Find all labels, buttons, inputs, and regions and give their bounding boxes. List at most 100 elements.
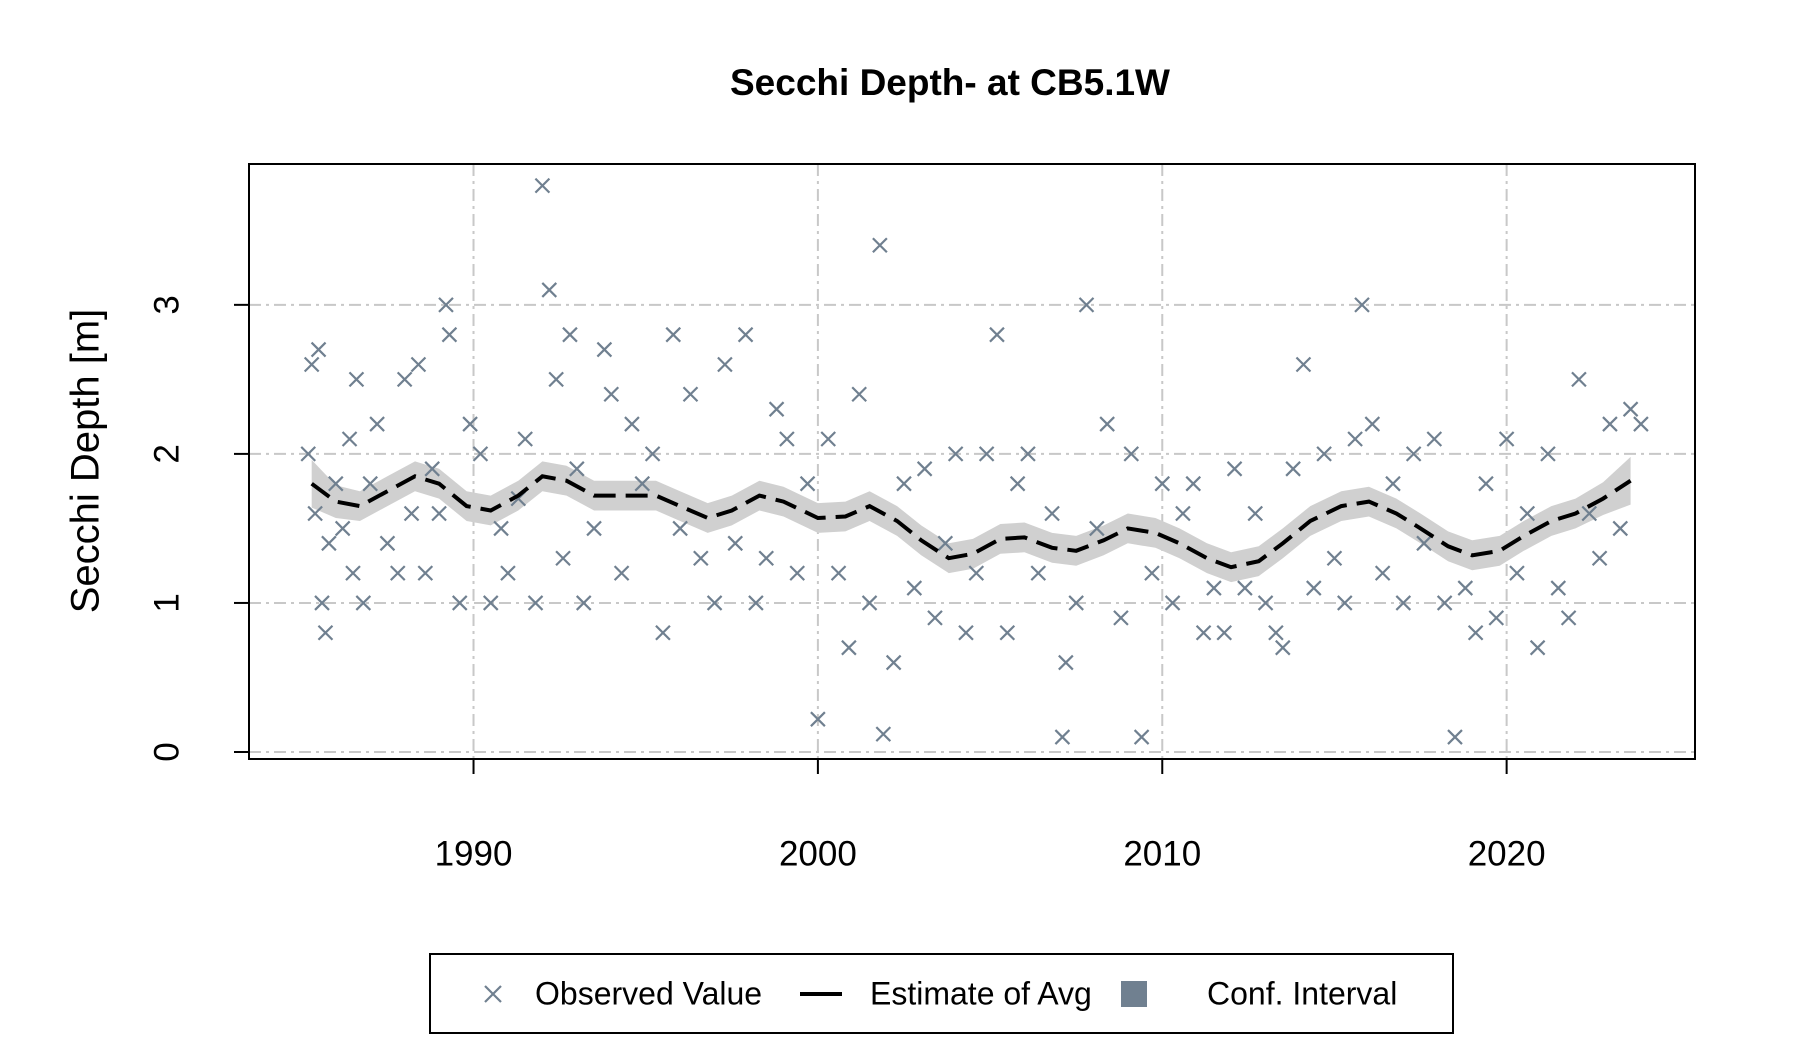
observed-point	[1426, 431, 1443, 447]
observed-point	[644, 446, 661, 462]
x-tick-label: 2020	[1468, 834, 1546, 873]
observed-point	[586, 520, 602, 537]
observed-point	[841, 639, 857, 656]
observed-point	[613, 565, 630, 581]
observed-point	[472, 446, 489, 462]
observed-point	[1633, 416, 1649, 432]
observed-point	[1316, 446, 1332, 462]
observed-point	[1078, 297, 1095, 313]
observed-point	[334, 520, 351, 537]
observed-point	[947, 446, 964, 462]
confidence-band	[311, 456, 1631, 583]
observed-point	[1529, 639, 1546, 656]
legend-label: Estimate of Avg	[870, 975, 1092, 1011]
x-tick-label: 1990	[435, 834, 513, 873]
observed-point	[431, 505, 447, 522]
observed-point	[314, 595, 330, 611]
observed-point	[341, 431, 358, 447]
observed-point	[693, 550, 709, 567]
observed-point	[851, 386, 867, 403]
observed-point	[300, 446, 317, 462]
observed-point	[1099, 416, 1115, 432]
observed-point	[665, 326, 682, 343]
observed-point	[345, 565, 361, 581]
observed-point	[1054, 729, 1071, 745]
observed-point	[682, 386, 699, 403]
observed-point	[462, 416, 478, 432]
observed-point	[875, 726, 892, 742]
observed-point	[1467, 624, 1484, 641]
observed-point	[1478, 475, 1494, 492]
observed-point	[417, 565, 434, 581]
observed-point	[1275, 639, 1291, 656]
observed-point	[1123, 446, 1140, 462]
observed-point	[603, 386, 620, 403]
observed-point	[624, 416, 640, 432]
observed-point	[758, 550, 775, 567]
observed-point	[1068, 595, 1084, 611]
observed-point	[978, 446, 995, 462]
observed-point	[1247, 505, 1264, 522]
observed-point	[307, 505, 323, 522]
observed-point	[310, 341, 327, 358]
observed-point	[1144, 565, 1160, 581]
observed-point	[396, 371, 413, 388]
observed-point	[727, 535, 744, 552]
observed-point	[482, 595, 499, 611]
observed-point	[1009, 475, 1026, 492]
observed-point	[872, 237, 888, 254]
observed-point	[389, 565, 406, 581]
observed-point	[896, 475, 912, 492]
observed-point	[1416, 535, 1432, 552]
legend-swatch	[484, 985, 502, 1003]
observed-point	[1295, 356, 1312, 373]
observed-point	[1602, 416, 1618, 432]
observed-point	[328, 475, 344, 492]
observed-point	[424, 461, 440, 477]
observed-point	[1347, 431, 1363, 447]
observed-point	[527, 595, 544, 611]
x-tick-label: 2010	[1123, 834, 1201, 873]
observed-point	[1306, 580, 1322, 596]
observed-point	[1612, 520, 1629, 537]
observed-point	[493, 520, 509, 537]
observed-point	[379, 535, 396, 552]
observed-point	[548, 371, 564, 388]
observed-point	[927, 610, 943, 626]
observed-point	[317, 624, 334, 641]
observed-point	[655, 624, 671, 641]
observed-point	[1385, 475, 1401, 492]
observed-point	[1285, 461, 1301, 477]
observed-point	[1395, 595, 1412, 611]
observed-point	[1581, 505, 1598, 522]
observed-point	[569, 461, 585, 477]
observed-point	[1560, 610, 1577, 626]
observed-point	[1133, 729, 1150, 745]
observed-point	[1622, 401, 1639, 417]
observed-point	[737, 326, 754, 343]
observed-point	[1591, 550, 1608, 567]
observed-point	[1405, 446, 1422, 462]
y-axis-label: Secchi Depth [m]	[64, 309, 108, 614]
observed-point	[968, 565, 985, 581]
plot-frame	[248, 163, 1696, 760]
legend: Observed Value Estimate of Avg Conf. Inter…	[484, 975, 1397, 1011]
observed-point	[1089, 520, 1105, 537]
observed-point	[362, 475, 378, 492]
observed-point	[937, 535, 954, 552]
observed-point	[1020, 446, 1036, 462]
observed-point	[789, 565, 806, 581]
observed-point	[1206, 580, 1222, 596]
observed-point	[706, 595, 723, 611]
observed-point	[768, 401, 785, 417]
observed-point	[562, 326, 578, 343]
observed-point	[810, 711, 826, 727]
legend-label: Observed Value	[535, 975, 762, 1011]
observed-point	[672, 520, 688, 537]
observed-point	[1447, 729, 1463, 745]
observed-point	[999, 624, 1016, 641]
observed-point	[1326, 550, 1343, 567]
observed-point	[1185, 475, 1202, 492]
x-tick-label: 2000	[779, 834, 857, 873]
observed-point	[1175, 505, 1191, 522]
